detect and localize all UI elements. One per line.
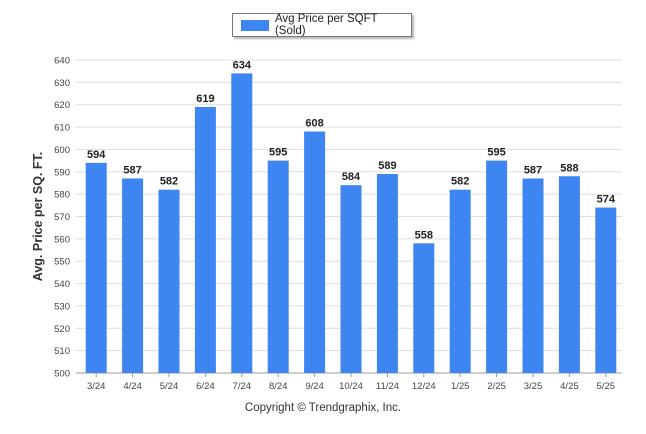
bar — [194, 106, 216, 373]
bar — [413, 243, 435, 373]
x-tick-label: 4/25 — [560, 381, 579, 392]
x-tick-label: 5/25 — [597, 381, 616, 392]
x-tick-label: 4/24 — [123, 381, 142, 392]
y-tick-label: 500 — [54, 369, 70, 380]
data-label: 594 — [87, 149, 106, 161]
x-tick-label: 8/24 — [269, 381, 288, 392]
legend: Avg Price per SQFT (Sold) — [232, 13, 412, 37]
bar — [340, 185, 362, 373]
bar — [376, 174, 398, 373]
legend-swatch — [241, 19, 269, 31]
bar — [267, 160, 289, 373]
copyright-footer: Copyright © Trendgraphix, Inc. — [244, 402, 402, 414]
data-label: 608 — [305, 118, 323, 130]
y-tick-label: 610 — [54, 123, 70, 134]
data-label: 587 — [524, 164, 542, 176]
data-label: 619 — [196, 93, 214, 105]
data-label: 584 — [342, 171, 361, 183]
data-label: 595 — [269, 147, 287, 159]
bars — [85, 73, 617, 374]
y-tick-label: 540 — [54, 279, 70, 290]
y-tick-label: 560 — [54, 234, 70, 245]
x-tick-label: 9/24 — [305, 381, 324, 392]
bar — [449, 189, 471, 373]
data-labels: 594 587 582 619 634 595 608 584 589 558 582 595 587 5… — [87, 59, 616, 241]
x-tick-label: 3/24 — [87, 381, 106, 392]
data-label: 588 — [560, 162, 578, 174]
y-tick-label: 530 — [54, 301, 70, 312]
y-tick-label: 580 — [54, 190, 70, 201]
x-tick-label: 12/24 — [412, 381, 436, 392]
y-axis-label: Avg. Price per SQ. FT. — [31, 152, 45, 281]
x-tick-label: 3/25 — [524, 381, 543, 392]
x-tick-label: 10/24 — [339, 381, 363, 392]
y-tick-label: 570 — [54, 212, 70, 223]
bar-chart: 500 510 520 530 540 550 560 570 580 590 600 610 620 6… — [31, 56, 622, 392]
data-label: 582 — [451, 176, 469, 188]
y-tick-label: 550 — [54, 257, 70, 268]
x-tick-label: 5/24 — [160, 381, 179, 392]
bar — [122, 178, 144, 373]
bar — [486, 160, 508, 373]
x-tick-label: 11/24 — [376, 381, 399, 392]
bar — [304, 131, 326, 373]
y-tick-label: 590 — [54, 167, 70, 178]
data-label: 634 — [233, 59, 252, 71]
data-label: 574 — [597, 194, 616, 206]
y-tick-label: 600 — [54, 145, 70, 156]
y-axis-ticks: 500 510 520 530 540 550 560 570 580 590 600 610 620 6… — [54, 56, 70, 380]
data-label: 582 — [160, 176, 178, 188]
data-label: 558 — [415, 229, 433, 241]
y-tick-label: 620 — [54, 100, 70, 111]
x-tick-label: 1/25 — [451, 381, 470, 392]
data-label: 589 — [378, 160, 396, 172]
x-tick-label: 6/24 — [196, 381, 215, 392]
bar — [558, 176, 580, 373]
y-tick-label: 640 — [54, 56, 70, 67]
x-tick-label: 7/24 — [233, 381, 252, 392]
bar — [85, 162, 107, 373]
y-tick-label: 520 — [54, 324, 70, 335]
y-tick-label: 510 — [54, 346, 70, 357]
x-tick-label: 2/25 — [487, 381, 506, 392]
bar — [595, 207, 617, 373]
bar — [522, 178, 544, 373]
data-label: 587 — [123, 164, 141, 176]
x-axis-ticks: 3/24 4/24 5/24 6/24 7/24 8/24 9/24 10/24 11/24 12… — [87, 373, 615, 392]
bar — [231, 73, 253, 374]
legend-label: Avg Price per SQFT (Sold) — [274, 13, 378, 37]
bar — [158, 189, 180, 373]
data-label: 595 — [487, 147, 505, 159]
y-tick-label: 630 — [54, 78, 70, 89]
